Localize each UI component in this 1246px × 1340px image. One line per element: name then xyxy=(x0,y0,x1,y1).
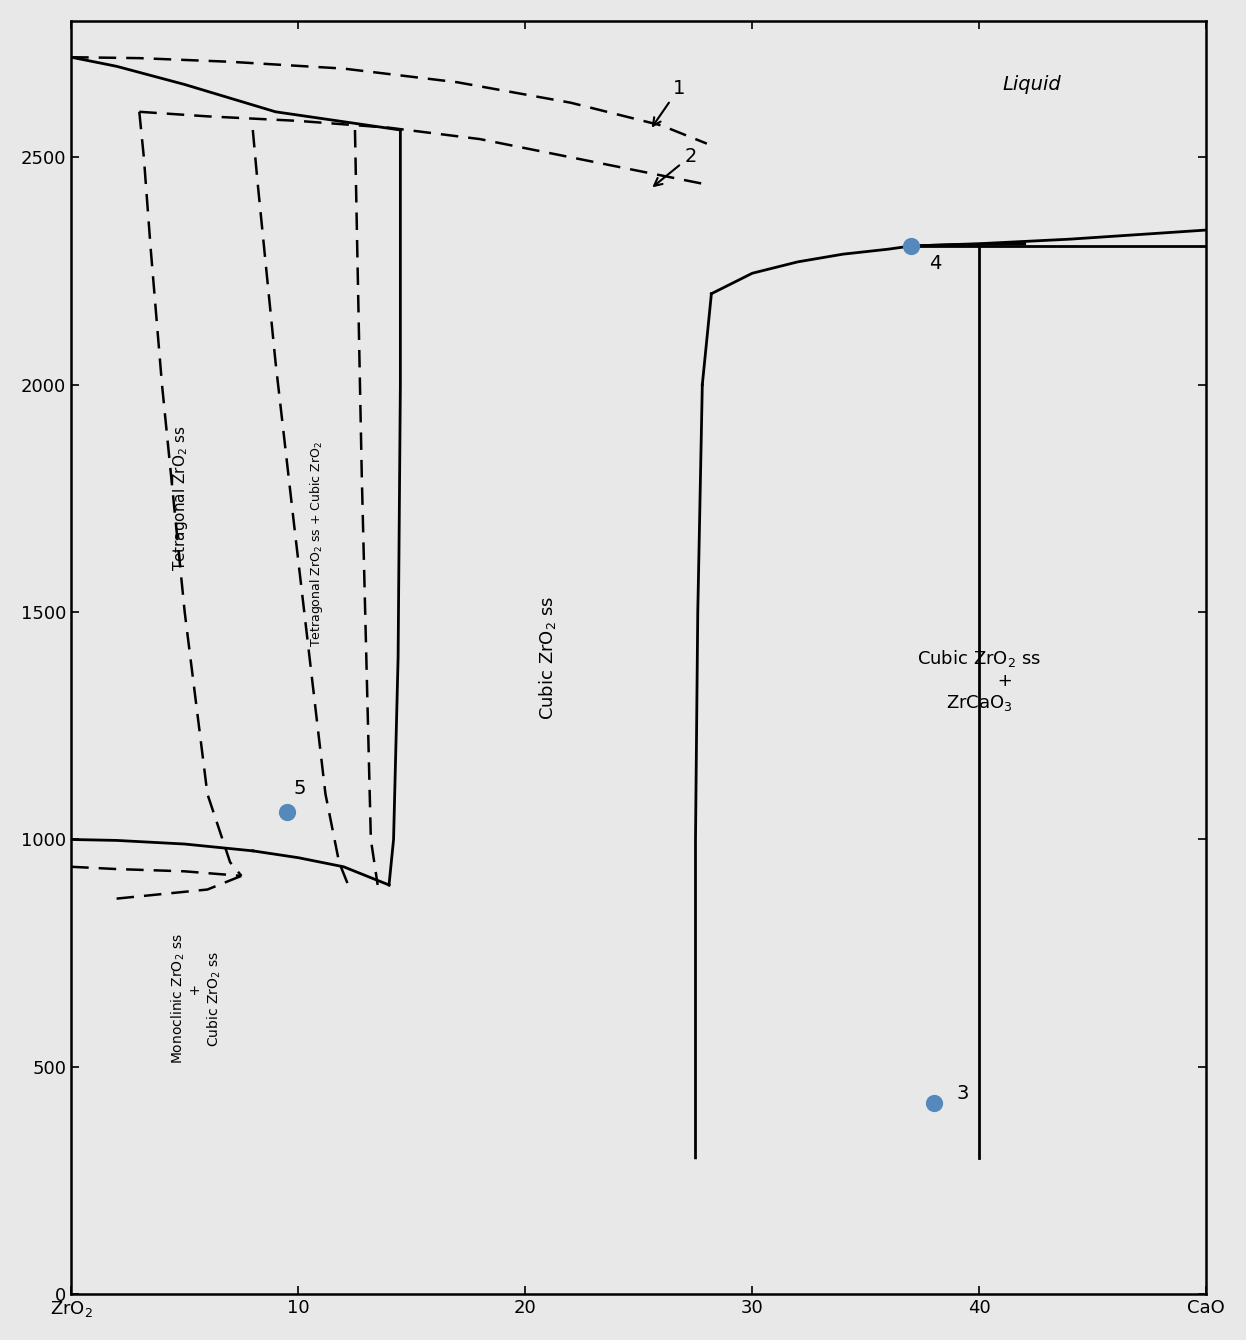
Text: Cubic ZrO$_2$ ss: Cubic ZrO$_2$ ss xyxy=(537,595,558,720)
Point xyxy=(923,1092,943,1114)
Text: 5: 5 xyxy=(294,779,307,799)
Text: Cubic ZrO$_2$ ss
         +
ZrCaO$_3$: Cubic ZrO$_2$ ss + ZrCaO$_3$ xyxy=(917,649,1042,713)
Text: 1: 1 xyxy=(653,79,685,126)
Point xyxy=(277,801,297,823)
Text: 4: 4 xyxy=(930,253,942,273)
Text: 2: 2 xyxy=(654,147,697,186)
Point xyxy=(901,236,921,257)
Text: Liquid: Liquid xyxy=(1002,75,1060,94)
Text: 3: 3 xyxy=(957,1084,969,1103)
Text: Tetragonal ZrO$_2$ ss + Cubic ZrO$_2$: Tetragonal ZrO$_2$ ss + Cubic ZrO$_2$ xyxy=(308,441,325,647)
Text: Tetragonal ZrO$_2$ ss: Tetragonal ZrO$_2$ ss xyxy=(171,426,189,571)
Text: Monoclinic ZrO$_2$ ss
    +
Cubic ZrO$_2$ ss: Monoclinic ZrO$_2$ ss + Cubic ZrO$_2$ ss xyxy=(169,933,223,1064)
